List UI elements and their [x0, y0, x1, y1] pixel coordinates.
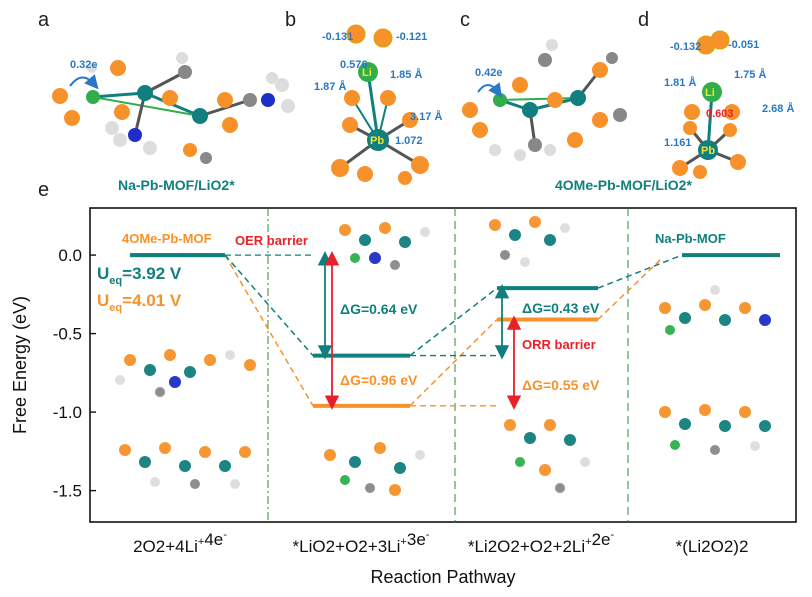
- y-axis-label: Free Energy (eV): [10, 296, 30, 434]
- x-tick-label: *(Li2O2)2: [676, 537, 749, 556]
- y-axis: 0.0 -0.5 -1.0 -1.5: [53, 246, 96, 501]
- panel-d-qli: 0.603: [706, 108, 734, 120]
- panel-d-pb-symbol: Pb: [701, 145, 715, 157]
- dg-label-3: ΔG=0.43 eV: [522, 300, 600, 316]
- panel-b-q1: -0.131: [322, 31, 353, 43]
- panel-d-molecule: -0.132 -0.051 1.81 Å 1.75 Å 0.603 2.68 Å…: [664, 30, 794, 179]
- panel-d-li-symbol: Li: [705, 87, 715, 99]
- panel-b-d1: 1.85 Å: [390, 68, 422, 81]
- panel-a-charge: 0.32e: [70, 59, 98, 71]
- panel-b-q2: -0.121: [396, 31, 427, 43]
- level-connector: [409, 318, 498, 407]
- panel-b-qpb: 1.072: [395, 135, 423, 147]
- legend-orange: 4OMe-Pb-MOF: [122, 231, 212, 246]
- panel-b-qli: 0.576: [340, 59, 368, 71]
- orr-barrier-label: ORR barrier: [522, 337, 596, 352]
- y-tick-label: -1.0: [53, 403, 82, 422]
- oer-barrier-label: OER barrier: [235, 233, 308, 248]
- legend-teal: Na-Pb-MOF: [655, 231, 726, 246]
- x-axis: 2O2+4Li+4e- *LiO2+O2+3Li+3e- *Li2O2+O2+2Li…: [133, 529, 748, 556]
- panel-b-pb-symbol: Pb: [370, 135, 384, 147]
- ueq-teal: Ueq=3.92 V: [97, 264, 182, 287]
- panel-b-molecule: -0.131 -0.121 0.576 1.85 Å 1.87 Å 3.17 Å…: [314, 24, 442, 185]
- panel-label-e: e: [38, 179, 49, 201]
- dg-label-4: ΔG=0.55 eV: [522, 377, 600, 393]
- y-tick-label: -1.5: [53, 482, 82, 501]
- panel-d-q2: -0.051: [728, 39, 759, 51]
- panel-label-c: c: [460, 9, 470, 31]
- panel-a-molecule: 0.32e: [52, 52, 295, 164]
- level-connector: [597, 254, 683, 289]
- dg-label-2: ΔG=0.96 eV: [340, 372, 418, 388]
- inset-molecules: [115, 216, 771, 496]
- level-connector: [409, 287, 498, 357]
- panel-d-q1: -0.132: [670, 41, 701, 53]
- panel-d-d3: 2.68 Å: [762, 102, 794, 115]
- panel-label-b: b: [285, 9, 296, 31]
- panel-label-a: a: [38, 9, 50, 31]
- level-connector: [224, 254, 314, 357]
- energy-levels: [130, 251, 780, 410]
- x-tick-label: *LiO2+O2+3Li+3e-: [293, 529, 430, 556]
- panel-b-d2: 1.87 Å: [314, 80, 346, 93]
- x-tick-label: *Li2O2+O2+2Li+2e-: [468, 529, 615, 556]
- panel-c-molecule: 0.42e: [462, 39, 627, 161]
- panel-d-d2: 1.75 Å: [734, 68, 766, 81]
- caption-left: Na-Pb-MOF/LiO2*: [118, 177, 235, 193]
- panel-c-charge: 0.42e: [475, 67, 503, 79]
- plot-frame: [89, 207, 797, 523]
- x-axis-label: Reaction Pathway: [370, 567, 515, 587]
- level-connector: [597, 257, 663, 321]
- panel-b-li-symbol: Li: [362, 67, 372, 79]
- x-tick-label: 2O2+4Li+4e-: [133, 529, 227, 556]
- panel-d-qpb: 1.161: [664, 137, 692, 149]
- panel-b-d3: 3.17 Å: [410, 110, 442, 123]
- panel-d-d1: 1.81 Å: [664, 76, 696, 89]
- caption-right: 4OMe-Pb-MOF/LiO2*: [555, 177, 692, 193]
- y-tick-label: 0.0: [58, 246, 82, 265]
- y-tick-label: -0.5: [53, 325, 82, 344]
- level-connector: [224, 254, 314, 407]
- ueq-orange: Ueq=4.01 V: [97, 291, 182, 314]
- panel-label-d: d: [638, 9, 649, 31]
- dg-label-1: ΔG=0.64 eV: [340, 301, 418, 317]
